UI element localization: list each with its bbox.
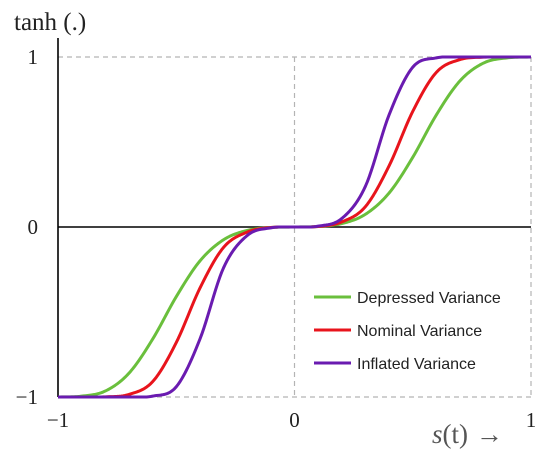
x-axis-paren: (t) bbox=[443, 419, 468, 449]
x-tick-label: 0 bbox=[289, 408, 300, 432]
tick-labels: −1 0 1 1 0 −1 bbox=[16, 45, 537, 432]
x-axis-title: s(t) → bbox=[432, 419, 503, 449]
x-tick-label: 1 bbox=[526, 408, 537, 432]
y-axis-title: tanh (.) bbox=[14, 9, 86, 36]
legend-item-inflated-variance: Inflated Variance bbox=[314, 356, 476, 373]
legend-label: Depressed Variance bbox=[357, 290, 501, 307]
series-lines bbox=[57, 55, 532, 399]
x-axis-variable: s bbox=[432, 419, 443, 449]
legend-label: Nominal Variance bbox=[357, 323, 482, 340]
x-tick-label: −1 bbox=[47, 408, 69, 432]
grid-lines bbox=[58, 56, 532, 398]
series-line-inflated-variance bbox=[58, 55, 531, 399]
legend: Depressed Variance Nominal Variance Inflat… bbox=[314, 290, 501, 373]
y-tick-label: 0 bbox=[28, 215, 39, 239]
y-tick-label: 1 bbox=[28, 45, 39, 69]
legend-item-nominal-variance: Nominal Variance bbox=[314, 323, 482, 340]
y-tick-label: −1 bbox=[16, 385, 38, 409]
legend-label: Inflated Variance bbox=[357, 356, 476, 373]
legend-item-depressed-variance: Depressed Variance bbox=[314, 290, 501, 307]
axes bbox=[57, 38, 531, 397]
x-axis-arrow: → bbox=[476, 419, 503, 449]
